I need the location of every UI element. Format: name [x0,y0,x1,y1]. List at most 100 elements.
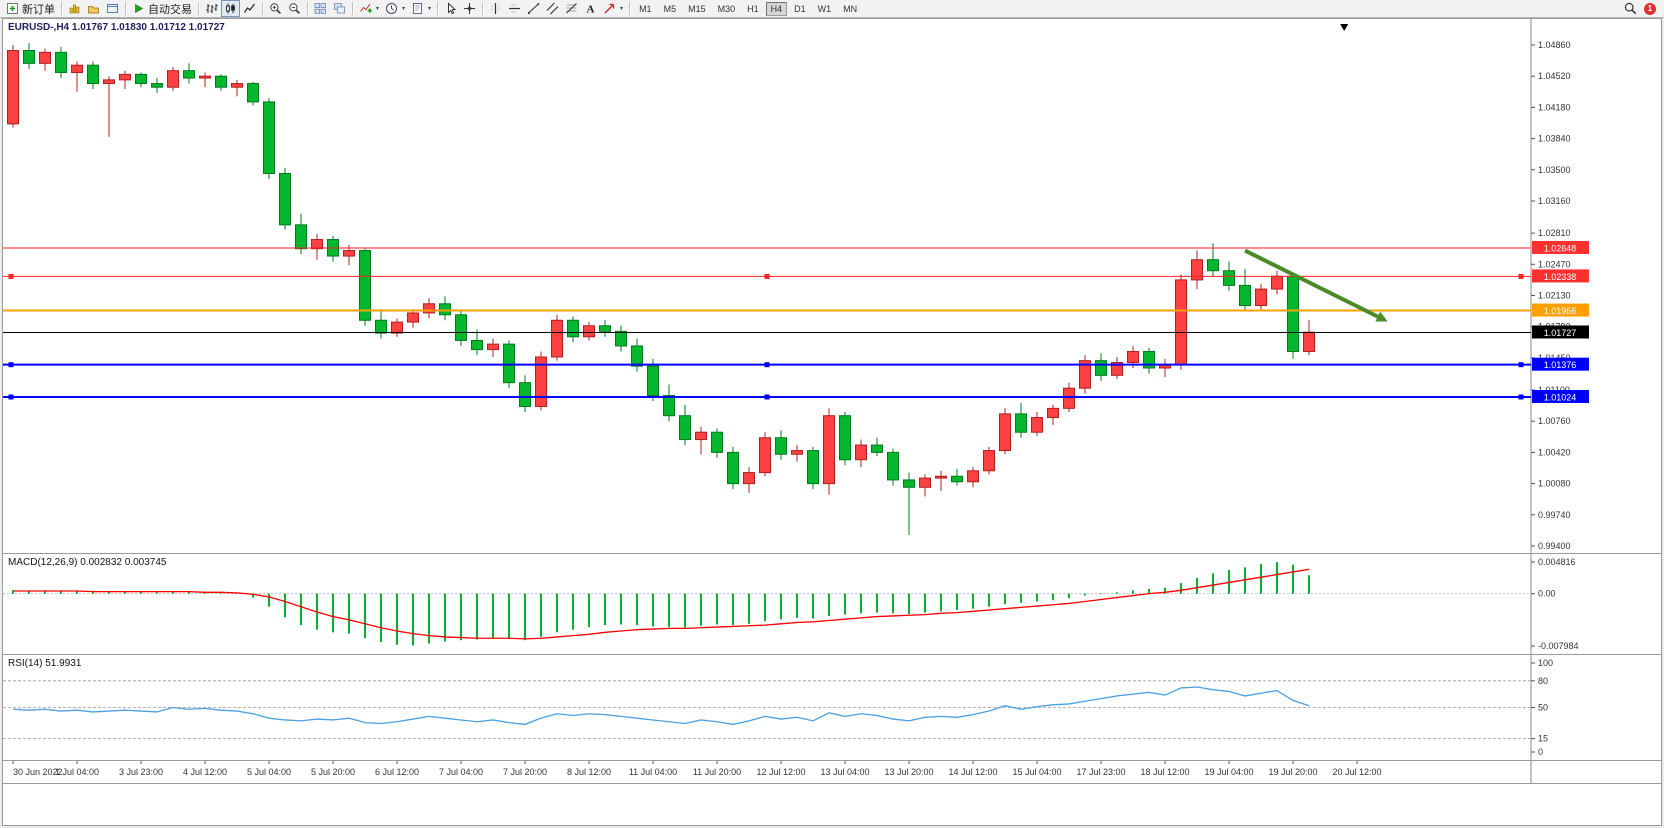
toolbar-button-charts[interactable] [65,0,84,17]
svg-text:50: 50 [1538,703,1548,713]
svg-text:0.004816: 0.004816 [1538,557,1576,567]
hline-1.01024[interactable]: 1.01024 [3,389,1589,403]
toolbar-button-trendline[interactable] [524,0,543,17]
toolbar-button-profiles[interactable] [84,0,103,17]
timeframe-M30[interactable]: M30 [717,3,736,14]
toolbar-button-fibonacci[interactable] [562,0,581,17]
hline-1.02648[interactable]: 1.02648 [3,240,1589,254]
timeframe-W1[interactable]: W1 [817,3,832,14]
toolbar-button-zoom-in[interactable] [266,0,285,17]
toolbar-button-autotrading[interactable]: 自动交易 [129,0,195,17]
svg-text:1.02648: 1.02648 [1544,243,1577,253]
svg-text:11 Jul 20:00: 11 Jul 20:00 [693,767,741,777]
time-axis[interactable]: 30 Jun 2022 1 Jul 04:00 3 Jul 23:00 4 Jul 1… [3,761,1661,784]
timeframe-D1[interactable]: D1 [794,3,806,14]
timeframe-H1[interactable]: H1 [747,3,759,14]
toolbar-button-equidistant-channel[interactable] [543,0,562,17]
toolbar-button-tile-windows[interactable] [311,0,330,17]
search-icon[interactable] [1624,2,1637,15]
svg-text:1.00080: 1.00080 [1538,479,1571,489]
svg-text:5 Jul 04:00: 5 Jul 04:00 [247,767,291,777]
chevron-down-icon: ▾ [402,6,406,12]
svg-text:13 Jul 04:00: 13 Jul 04:00 [820,767,869,777]
timeframe-MN[interactable]: MN [843,3,858,14]
hline-1.01727[interactable]: 1.01727 [3,325,1589,339]
new-order-label: 新订单 [22,3,55,16]
svg-text:1.03840: 1.03840 [1538,134,1571,144]
window-filler [3,784,1661,824]
svg-text:18 Jul 12:00: 18 Jul 12:00 [1140,767,1189,777]
toolbar-button-candles-chart[interactable] [221,0,240,17]
charts-icon [69,4,80,14]
svg-text:1.02470: 1.02470 [1538,259,1571,269]
svg-text:20 Jul 12:00: 20 Jul 12:00 [1332,767,1381,777]
svg-text:3 Jul 23:00: 3 Jul 23:00 [119,767,163,777]
timeframe-M1[interactable]: M1 [639,3,652,14]
timeframe-M5[interactable]: M5 [663,3,677,14]
svg-text:0: 0 [1538,747,1543,757]
macd-histogram [12,562,1310,646]
svg-text:19 Jul 04:00: 19 Jul 04:00 [1204,767,1253,777]
fibonacci-icon [566,3,577,14]
toolbar-button-zoom-out[interactable] [285,0,304,17]
toolbar-button-new-order[interactable]: 新订单 [3,0,58,17]
hline-1.01376[interactable]: 1.01376 [3,357,1589,371]
bars-chart-icon [206,4,218,13]
toolbar-button-horizontal-line[interactable] [505,0,524,17]
autotrading-icon [135,3,144,14]
notification-badge[interactable]: 1 [1644,2,1656,15]
svg-text:1.04520: 1.04520 [1538,71,1571,81]
toolbar-separator [262,2,263,15]
new-order-icon [7,3,18,14]
toolbar-button-indicators[interactable]: ▾ [356,0,382,17]
toolbar-separator [437,2,439,15]
svg-text:6 Jul 12:00: 6 Jul 12:00 [375,767,419,777]
trend-arrow[interactable] [1244,248,1388,322]
toolbar-button-auto-arrange[interactable] [330,0,349,17]
svg-text:1.02338: 1.02338 [1544,272,1577,282]
toolbar-button-templates[interactable]: ▾ [408,0,434,17]
templates-icon [413,3,423,14]
hline-1.02338[interactable]: 1.02338 [3,269,1589,283]
toolbar-button-terminal[interactable] [103,0,122,17]
toolbar-separator [352,2,353,15]
chart-window: EURUSD-,H4 1.01767 1.01830 1.01712 1.017… [2,18,1662,826]
toolbar-button-cursor[interactable] [441,0,460,17]
svg-text:1.03160: 1.03160 [1538,196,1571,206]
toolbar-button-crosshair[interactable] [460,0,479,17]
svg-text:15 Jul 04:00: 15 Jul 04:00 [1012,767,1061,777]
candles-chart-icon [226,3,235,14]
price-chart-panel[interactable]: EURUSD-,H4 1.01767 1.01830 1.01712 1.017… [3,19,1661,554]
toolbar-button-text[interactable]: A [581,0,600,17]
toolbar-button-bars-chart[interactable] [202,0,221,17]
hline-1.01966[interactable]: 1.01966 [3,303,1589,317]
macd-chart-svg: 0.004816 0.00 -0.007984 [3,554,1579,654]
svg-text:1.01727: 1.01727 [1544,328,1577,338]
toolbar-button-periods[interactable]: ▾ [382,0,408,17]
svg-text:15: 15 [1538,734,1548,744]
arrows-icon [604,3,615,14]
timeframe-H4[interactable]: H4 [765,1,788,16]
toolbar-separator [61,2,62,15]
terminal-icon [107,4,118,13]
svg-text:0.00: 0.00 [1538,589,1556,599]
price-axis[interactable]: 1.04860 1.04520 1.04180 1.03840 1.03500 1.031… [1531,40,1571,551]
rsi-panel[interactable]: RSI(14) 51.9931 100 80 50 15 0 [3,655,1661,761]
svg-text:0.99400: 0.99400 [1538,541,1571,551]
svg-text:14 Jul 12:00: 14 Jul 12:00 [948,767,997,777]
svg-text:19 Jul 20:00: 19 Jul 20:00 [1268,767,1317,777]
equidistant-channel-icon [546,2,559,15]
svg-text:1.02130: 1.02130 [1538,291,1571,301]
toolbar-button-arrows[interactable]: ▾ [600,0,626,17]
zoom-in-icon [270,3,282,15]
svg-text:13 Jul 20:00: 13 Jul 20:00 [884,767,933,777]
svg-text:1 Jul 04:00: 1 Jul 04:00 [55,767,99,777]
macd-panel[interactable]: MACD(12,26,9) 0.002832 0.003745 0.004816… [3,554,1661,655]
svg-text:7 Jul 04:00: 7 Jul 04:00 [439,767,483,777]
toolbar-button-line-chart[interactable] [240,0,259,17]
svg-text:100: 100 [1538,658,1553,668]
toolbar-button-vertical-line[interactable] [486,0,505,17]
svg-text:1.01024: 1.01024 [1544,392,1577,402]
svg-text:5 Jul 20:00: 5 Jul 20:00 [311,767,355,777]
timeframe-M15[interactable]: M15 [688,3,706,14]
